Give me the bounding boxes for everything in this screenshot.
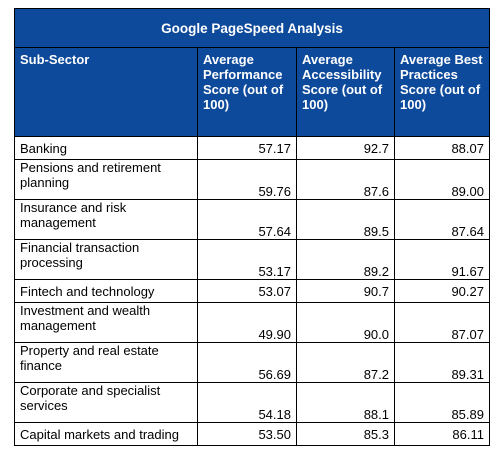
table-row: Pensions and retirement planning 59.76 8…: [14, 159, 490, 200]
pagespeed-table: Google PageSpeed Analysis Sub-Sector Ave…: [14, 8, 490, 446]
best-practices-cell: 87.07: [394, 302, 490, 343]
column-header-accessibility: Average Accessibility Score (out of 100): [296, 47, 395, 137]
sub-sector-cell: Property and real estate finance: [14, 342, 198, 383]
best-practices-cell: 87.64: [394, 199, 490, 240]
best-practices-cell: 91.67: [394, 239, 490, 280]
table-row: Property and real estate finance 56.69 8…: [14, 342, 490, 383]
accessibility-cell: 85.3: [296, 422, 395, 446]
best-practices-cell: 85.89: [394, 382, 490, 423]
performance-cell: 59.76: [197, 159, 297, 200]
table-row: Corporate and specialist services 54.18 …: [14, 382, 490, 423]
column-header-sub-sector: Sub-Sector: [14, 47, 198, 137]
sub-sector-cell: Corporate and specialist services: [14, 382, 198, 423]
accessibility-cell: 87.6: [296, 159, 395, 200]
performance-cell: 53.50: [197, 422, 297, 446]
performance-cell: 57.64: [197, 199, 297, 240]
performance-cell: 53.07: [197, 279, 297, 303]
sub-sector-cell: Financial transaction processing: [14, 239, 198, 280]
accessibility-cell: 90.7: [296, 279, 395, 303]
table-title: Google PageSpeed Analysis: [14, 8, 490, 48]
table-row: Financial transaction processing 53.17 8…: [14, 239, 490, 280]
best-practices-cell: 86.11: [394, 422, 490, 446]
sub-sector-cell: Fintech and technology: [14, 279, 198, 303]
best-practices-cell: 89.31: [394, 342, 490, 383]
table-row: Fintech and technology 53.07 90.7 90.27: [14, 279, 490, 303]
table-title-row: Google PageSpeed Analysis: [14, 8, 490, 48]
sub-sector-cell: Capital markets and trading: [14, 422, 198, 446]
column-header-best-practices: Average Best Practices Score (out of 100…: [394, 47, 490, 137]
accessibility-cell: 92.7: [296, 136, 395, 160]
accessibility-cell: 87.2: [296, 342, 395, 383]
best-practices-cell: 88.07: [394, 136, 490, 160]
accessibility-cell: 89.5: [296, 199, 395, 240]
performance-cell: 49.90: [197, 302, 297, 343]
performance-cell: 57.17: [197, 136, 297, 160]
accessibility-cell: 90.0: [296, 302, 395, 343]
accessibility-cell: 89.2: [296, 239, 395, 280]
sub-sector-cell: Banking: [14, 136, 198, 160]
column-header-performance: Average Performance Score (out of 100): [197, 47, 297, 137]
best-practices-cell: 90.27: [394, 279, 490, 303]
sub-sector-cell: Insurance and risk management: [14, 199, 198, 240]
accessibility-cell: 88.1: [296, 382, 395, 423]
performance-cell: 53.17: [197, 239, 297, 280]
performance-cell: 54.18: [197, 382, 297, 423]
table-row: Insurance and risk management 57.64 89.5…: [14, 199, 490, 240]
table-row: Capital markets and trading 53.50 85.3 8…: [14, 422, 490, 446]
table-row: Banking 57.17 92.7 88.07: [14, 136, 490, 160]
best-practices-cell: 89.00: [394, 159, 490, 200]
column-header-row: Sub-Sector Average Performance Score (ou…: [14, 47, 490, 137]
table-row: Investment and wealth management 49.90 9…: [14, 302, 490, 343]
sub-sector-cell: Pensions and retirement planning: [14, 159, 198, 200]
sub-sector-cell: Investment and wealth management: [14, 302, 198, 343]
performance-cell: 56.69: [197, 342, 297, 383]
